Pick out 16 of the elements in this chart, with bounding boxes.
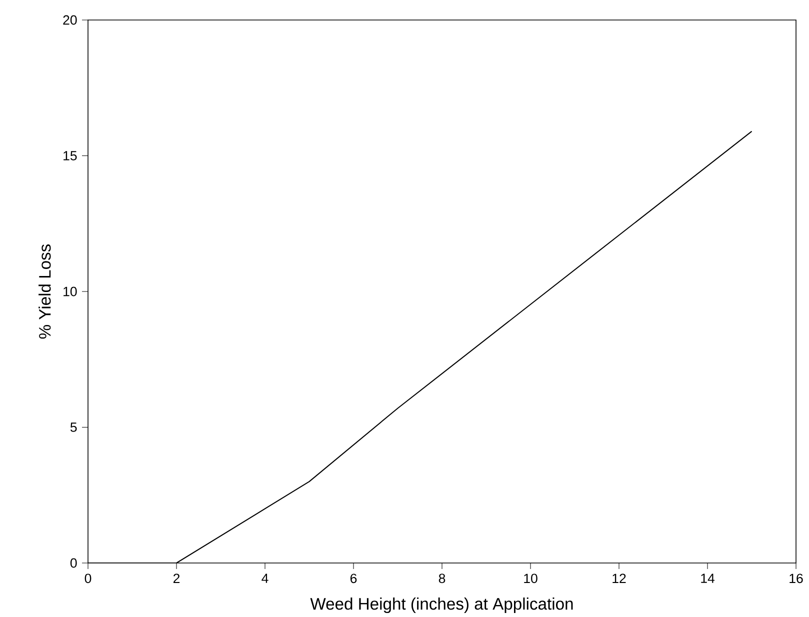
y-tick-label: 20 (63, 15, 77, 24)
x-tick-label: 6 (350, 573, 357, 583)
x-tick-label: 0 (84, 573, 92, 583)
y-tick-label: 0 (70, 558, 77, 568)
x-tick-label: 12 (612, 573, 626, 583)
x-tick-label: 8 (438, 573, 446, 583)
y-axis-title: % Yield Loss (38, 244, 51, 338)
x-tick-label: 4 (262, 573, 268, 583)
x-tick-label: 14 (701, 573, 715, 583)
x-tick-label: 16 (790, 573, 803, 583)
y-tick-label: 5 (70, 422, 77, 432)
y-tick-label: 10 (64, 286, 77, 296)
x-tick-label: 10 (524, 573, 538, 583)
x-tick-label: 2 (173, 573, 180, 583)
x-axis-title: Weed Height (inches) at Application (310, 597, 573, 613)
y-tick-label: 15 (64, 150, 77, 160)
